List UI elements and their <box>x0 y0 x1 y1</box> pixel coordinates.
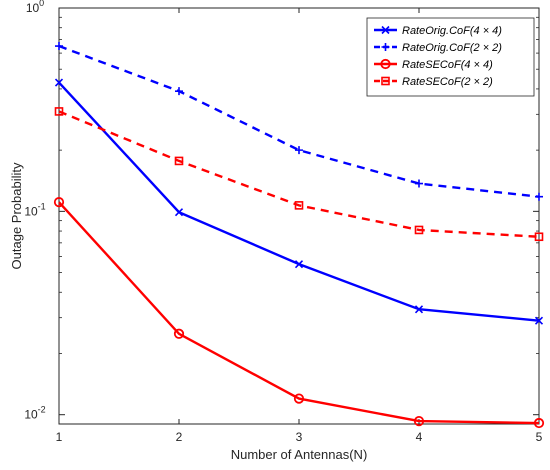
series-line <box>58 110 540 238</box>
legend-entry-label: RateOrig.CoF(2 × 2) <box>402 42 502 54</box>
x-tick-label: 2 <box>176 430 183 444</box>
data-point-square-marker <box>381 76 390 86</box>
data-point-x-marker <box>174 208 184 217</box>
y-axis-title: Outage Probability <box>9 162 24 269</box>
data-point-x-marker <box>414 305 424 314</box>
legend-entry-label: RateSECoF(2 × 2) <box>402 76 493 88</box>
data-point-circle-marker <box>533 417 545 429</box>
legend-entry-label: RateOrig.CoF(4 × 4) <box>402 25 502 37</box>
data-point-circle-marker <box>173 328 185 339</box>
data-point-plus-marker <box>415 179 423 188</box>
data-point-circle-marker <box>380 58 391 70</box>
series-3 <box>53 197 545 429</box>
data-point-x-marker <box>381 25 390 35</box>
x-tick-label: 1 <box>56 430 63 444</box>
data-point-square-marker <box>294 201 304 210</box>
data-point-plus-marker <box>175 87 183 96</box>
x-tick-label: 5 <box>536 430 543 444</box>
x-tick-label: 3 <box>296 430 303 444</box>
x-axis-title: Number of Antennas(N) <box>231 447 368 462</box>
data-point-square-marker <box>414 225 424 235</box>
legend: RateOrig.CoF(4 × 4) RateOrig.CoF(2 × 2) Ra… <box>366 17 535 97</box>
data-point-x-marker <box>54 78 64 87</box>
data-point-circle-marker <box>293 393 305 404</box>
data-point-circle-marker <box>53 197 65 208</box>
series-line <box>58 44 540 198</box>
y-tick-label: 10-2 <box>24 405 45 422</box>
data-point-plus-marker <box>295 146 303 155</box>
series-layer <box>53 42 545 429</box>
series-line <box>58 201 540 425</box>
series-1 <box>54 78 544 325</box>
data-point-square-marker <box>54 107 64 116</box>
data-point-x-marker <box>534 316 544 325</box>
y-tick-label: 10-1 <box>24 201 45 218</box>
data-point-square-marker <box>174 156 184 166</box>
data-point-square-marker <box>534 232 544 242</box>
data-point-plus-marker <box>535 192 543 201</box>
tick-layer: 1 2 3 4 5 100 10-1 10-2 <box>24 0 542 444</box>
data-point-plus-marker <box>55 42 63 51</box>
y-tick-label: 100 <box>26 0 44 15</box>
data-point-x-marker <box>294 260 304 269</box>
data-point-circle-marker <box>413 416 425 427</box>
series-2 <box>55 42 543 201</box>
legend-entry-label: RateSECoF(4 × 4) <box>402 59 493 71</box>
data-point-plus-marker <box>381 43 390 51</box>
x-tick-label: 4 <box>416 430 423 444</box>
series-4 <box>54 107 544 242</box>
